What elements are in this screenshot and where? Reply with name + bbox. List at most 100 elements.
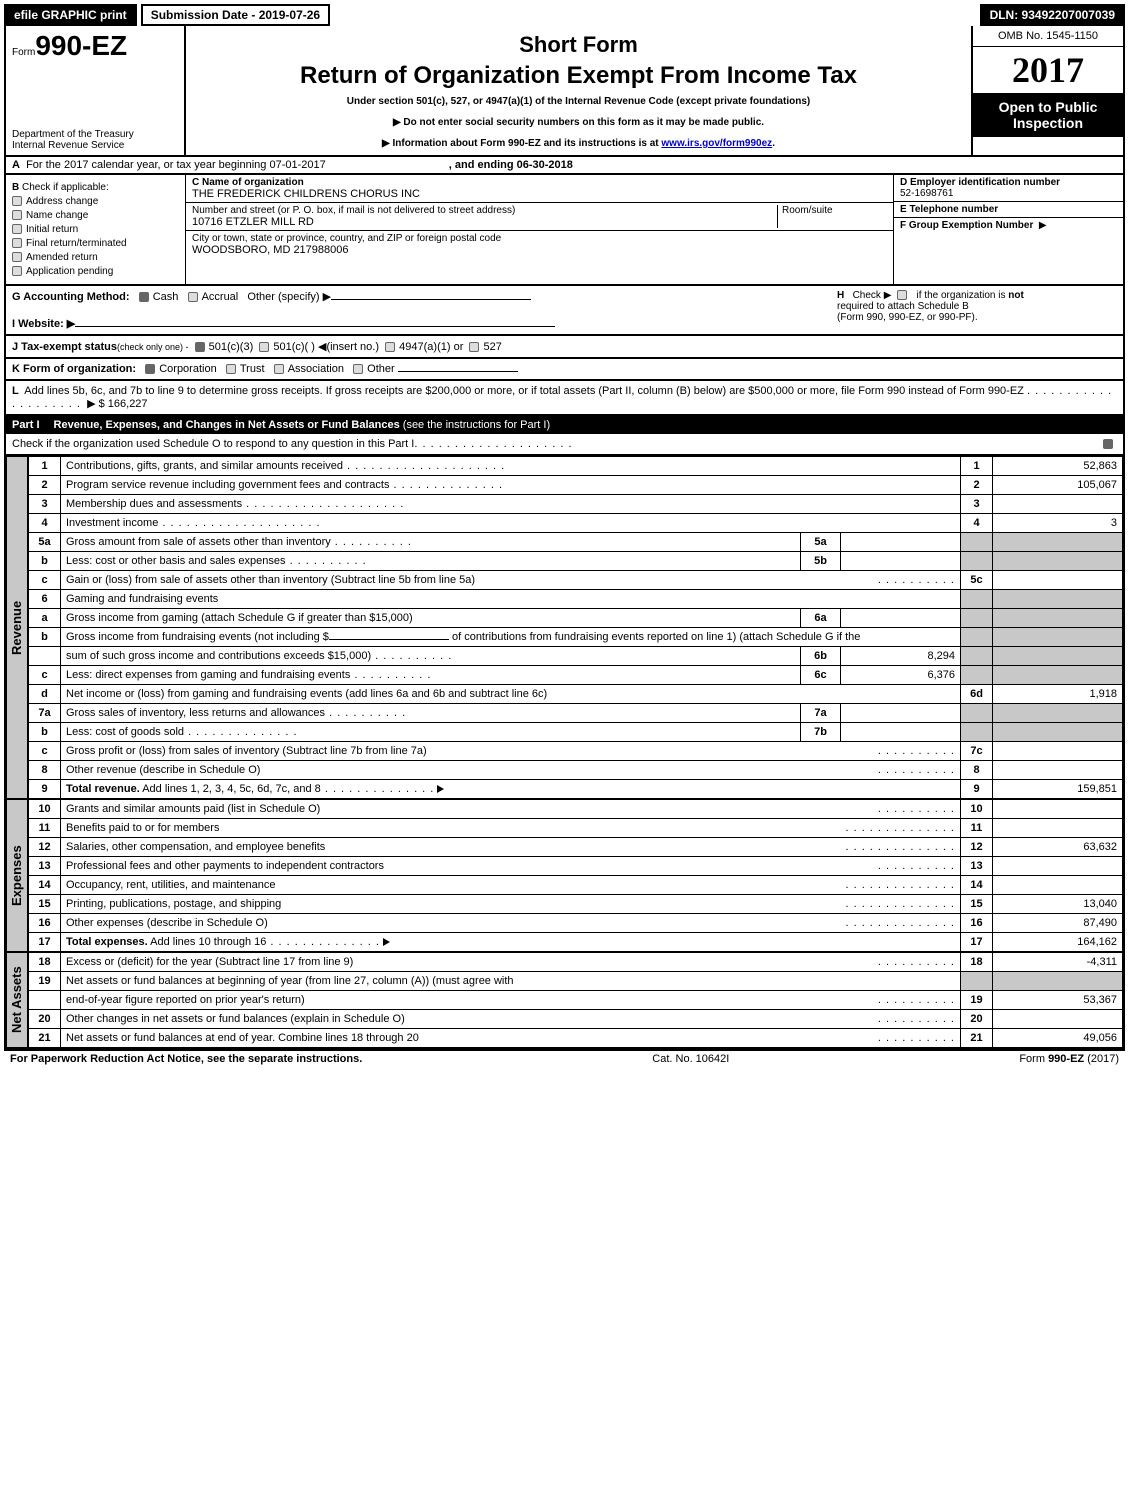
line-col: 14 (961, 876, 993, 895)
dots (266, 936, 380, 948)
line-col: 20 (961, 1010, 993, 1029)
radio-527[interactable] (469, 342, 479, 352)
form-number: 990-EZ (35, 30, 127, 61)
shade-cell (961, 628, 993, 647)
street-label: Number and street (or P. O. box, if mail… (192, 205, 777, 216)
line-num: 17 (29, 933, 61, 952)
netassets-table: 18Excess or (deficit) for the year (Subt… (28, 952, 1123, 1048)
check-address-change[interactable] (12, 196, 22, 206)
part1-title-suffix: (see the instructions for Part I) (400, 419, 550, 431)
line-desc: Other revenue (describe in Schedule O) (66, 764, 260, 776)
line-num: b (29, 552, 61, 571)
line-desc: Other changes in net assets or fund bala… (66, 1013, 405, 1025)
subline-val: 8,294 (841, 647, 961, 666)
line-col: 11 (961, 819, 993, 838)
radio-other-org[interactable] (353, 364, 363, 374)
radio-501c3[interactable] (195, 342, 205, 352)
line-col: 18 (961, 953, 993, 972)
line-amt: 159,851 (993, 780, 1123, 799)
check-schedule-b[interactable] (897, 290, 907, 300)
line-amt (993, 876, 1123, 895)
check-final-return[interactable] (12, 238, 22, 248)
b-item-0: Address change (26, 196, 98, 207)
section-l: L Add lines 5b, 6c, and 7b to line 9 to … (4, 381, 1125, 416)
j-opt4: 527 (483, 341, 501, 353)
table-row: bGross income from fundraising events (n… (29, 628, 1123, 647)
line-desc-2: Add lines 10 through 16 (148, 936, 267, 948)
dots (845, 898, 955, 910)
b-text: Check if applicable: (22, 182, 109, 193)
table-row: dNet income or (loss) from gaming and fu… (29, 685, 1123, 704)
form-prefix: Form (12, 47, 35, 58)
dots (845, 841, 955, 853)
room-suite-label: Room/suite (777, 205, 887, 228)
line-desc: Contributions, gifts, grants, and simila… (66, 460, 505, 472)
open-to-public: Open to Public Inspection (973, 93, 1123, 137)
line-desc: Other expenses (describe in Schedule O) (66, 917, 268, 929)
expenses-side-label: Expenses (6, 799, 28, 952)
efile-print-button[interactable]: efile GRAPHIC print (4, 4, 137, 26)
irs-link[interactable]: www.irs.gov/form990ez (661, 138, 772, 149)
submission-date-box: Submission Date - 2019-07-26 (141, 4, 330, 26)
table-row: 4Investment income43 (29, 514, 1123, 533)
radio-cash[interactable] (139, 292, 149, 302)
check-schedule-o[interactable] (1103, 439, 1113, 449)
l-text: Add lines 5b, 6c, and 7b to line 9 to de… (24, 385, 1024, 397)
check-application-pending[interactable] (12, 266, 22, 276)
g-other-input[interactable] (331, 299, 531, 300)
j-label: J Tax-exempt status (12, 341, 117, 353)
table-row: cGain or (loss) from sale of assets othe… (29, 571, 1123, 590)
line-num: 3 (29, 495, 61, 514)
dots (878, 994, 955, 1006)
subline-label: 5a (801, 533, 841, 552)
g-label: G Accounting Method: (12, 291, 130, 303)
check-initial-return[interactable] (12, 224, 22, 234)
b-item-5: Application pending (26, 266, 113, 277)
line-col: 15 (961, 895, 993, 914)
line-num: 19 (29, 972, 61, 991)
j-suffix: (check only one) - (117, 342, 189, 352)
line-desc-2: end-of-year figure reported on prior yea… (66, 994, 305, 1006)
fundraising-amount-input[interactable] (329, 639, 449, 640)
line-num: 7a (29, 704, 61, 723)
line-desc: Program service revenue including govern… (66, 479, 503, 491)
radio-accrual[interactable] (188, 292, 198, 302)
radio-501c[interactable] (259, 342, 269, 352)
k-other-input[interactable] (398, 371, 518, 372)
radio-corp[interactable] (145, 364, 155, 374)
table-row: 16Other expenses (describe in Schedule O… (29, 914, 1123, 933)
table-row: 1Contributions, gifts, grants, and simil… (29, 457, 1123, 476)
dots (878, 764, 955, 776)
website-input[interactable] (75, 326, 555, 327)
line-num: a (29, 609, 61, 628)
line-amt (993, 1010, 1123, 1029)
check-amended-return[interactable] (12, 252, 22, 262)
shade-cell (961, 972, 993, 991)
line-col: 19 (961, 991, 993, 1010)
e-label: E Telephone number (900, 204, 998, 215)
line-desc-2: of contributions from fundraising events… (452, 631, 860, 643)
table-row: 11Benefits paid to or for members11 (29, 819, 1123, 838)
short-form-title: Short Form (194, 32, 963, 58)
footer-mid: Cat. No. 10642I (652, 1053, 729, 1065)
revenue-side-label: Revenue (6, 456, 28, 799)
shade-cell (993, 628, 1123, 647)
shade-cell (961, 666, 993, 685)
table-row: 3Membership dues and assessments3 (29, 495, 1123, 514)
line-col: 5c (961, 571, 993, 590)
radio-assoc[interactable] (274, 364, 284, 374)
a-text: For the 2017 calendar year, or tax year … (26, 159, 326, 171)
radio-trust[interactable] (226, 364, 236, 374)
netassets-side-label: Net Assets (6, 952, 28, 1048)
line-amt: 164,162 (993, 933, 1123, 952)
shade-cell (961, 647, 993, 666)
dots (878, 745, 955, 757)
a-label: A (12, 159, 20, 171)
line-desc-2: Add lines 1, 2, 3, 4, 5c, 6d, 7c, and 8 (140, 783, 321, 795)
line-num: 15 (29, 895, 61, 914)
line-num: 18 (29, 953, 61, 972)
radio-4947[interactable] (385, 342, 395, 352)
check-name-change[interactable] (12, 210, 22, 220)
line-amt (993, 495, 1123, 514)
line-num: 11 (29, 819, 61, 838)
